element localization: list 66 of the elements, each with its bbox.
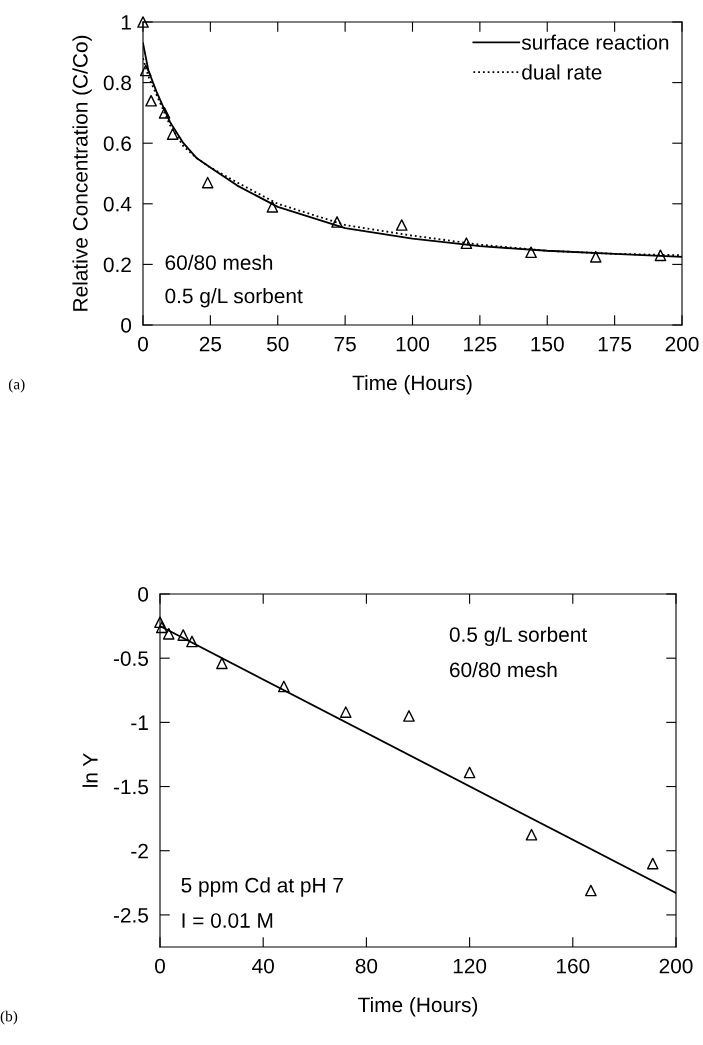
x-tick-label: 50 [267, 336, 289, 352]
point [177, 629, 190, 641]
annotation: 0.5 g/L sorbent [165, 288, 303, 308]
text: (a) [8, 378, 25, 393]
y-tick-label: 0.4 [103, 196, 132, 212]
x-tick-label: 80 [355, 958, 378, 974]
x-tick-label: 0 [155, 958, 165, 974]
x-axis-title: Time (Hours) [358, 996, 478, 1017]
y-tick-label: -2 [131, 843, 148, 859]
point [654, 249, 667, 262]
legend-label: dual rate [522, 64, 602, 80]
annotation: 5 ppm Cd at pH 7 [181, 877, 343, 897]
y-tick-label: 0 [121, 318, 132, 333]
point [216, 657, 228, 670]
point [186, 635, 198, 648]
x-tick-label: 150 [531, 336, 564, 352]
point [145, 94, 157, 107]
x-tick-label: 200 [665, 336, 699, 352]
point [162, 627, 175, 640]
x-tick-label: 100 [396, 336, 430, 352]
y-axis-title: Relative Concentration (C/Co) [72, 35, 92, 311]
point [525, 828, 538, 841]
point [463, 766, 476, 779]
y-tick-label: -1 [131, 715, 148, 730]
point [589, 250, 602, 263]
x-tick-label: 25 [199, 336, 222, 352]
point [585, 884, 597, 897]
x-axis-title: Time (Hours) [352, 374, 472, 395]
point [646, 857, 659, 870]
y-tick-label: -2.5 [113, 907, 149, 923]
point [277, 680, 290, 693]
annotation: 60/80 mesh [450, 661, 557, 678]
point [154, 616, 166, 629]
annotation: 0.5 g/L sorbent [449, 626, 588, 647]
x-tick-label: 40 [252, 958, 274, 974]
legend-label: surface reaction [521, 34, 669, 50]
point [139, 64, 152, 77]
y-axis-title: ln Y [82, 753, 98, 787]
y-tick-label: 0.8 [103, 75, 131, 91]
y-tick-label: -0.5 [113, 651, 149, 666]
point [166, 128, 179, 140]
point [403, 710, 415, 722]
point [137, 16, 149, 28]
point [525, 246, 537, 259]
point [460, 237, 473, 250]
y-tick-label: 0.2 [103, 257, 131, 273]
point [266, 200, 279, 213]
point [155, 621, 168, 634]
x-tick-label: 160 [557, 958, 590, 974]
x-tick-label: 120 [453, 958, 487, 974]
y-tick-label: 0.6 [103, 136, 131, 151]
y-tick-label: 1 [121, 15, 131, 30]
y-tick-label: 0 [138, 587, 149, 602]
y-tick-label: -1.5 [113, 779, 149, 795]
annotation: I = 0.01 M [182, 913, 273, 928]
point [395, 219, 408, 231]
text: (b) [0, 1010, 18, 1025]
point [158, 107, 171, 119]
x-tick-label: 125 [464, 336, 497, 352]
point [331, 216, 343, 228]
x-tick-label: 175 [598, 336, 632, 352]
annotation: 60/80 mesh [165, 254, 273, 270]
point [201, 176, 214, 189]
x-tick-label: 200 [659, 958, 693, 974]
point [339, 706, 352, 718]
x-tick-label: 75 [334, 336, 356, 352]
